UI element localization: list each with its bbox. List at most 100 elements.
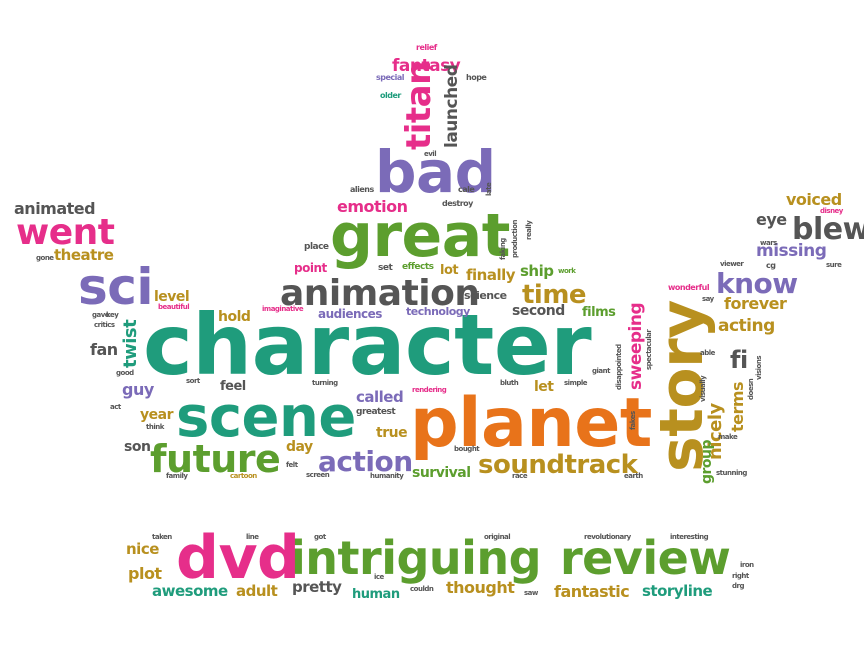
word-imaginative: imaginative [262,305,304,313]
word-cartoon: cartoon [230,472,257,480]
word-destroy: destroy [442,199,473,208]
word-group: group [699,439,715,484]
word-work: work [558,267,576,275]
word-human: human [352,587,400,602]
word-humanity: humanity [370,472,404,480]
word-viewer: viewer [720,260,744,268]
word-act: act [110,403,121,411]
word-effects: effects [402,262,434,272]
word-dvd: dvd [176,523,300,593]
word-turning: turning [312,379,338,387]
word-iron: iron [740,561,754,569]
word-make: make [718,433,738,441]
word-production: production [511,220,519,258]
word-awesome: awesome [152,582,228,600]
word-relief: relief [416,43,437,52]
word-forever: forever [724,294,787,313]
word-earth: earth [624,472,643,480]
word-terms: terms [728,381,747,432]
word-think: think [146,423,164,431]
word-fakes: fakes [629,411,637,430]
word-twist: twist [120,319,141,368]
word-theatre: theatre [54,246,114,264]
word-good: good [116,369,134,377]
word-special: special [376,73,405,82]
word-beautiful: beautiful [158,303,190,311]
word-sci: sci [78,258,154,316]
word-son: son [124,439,151,455]
word-cale: cale [458,185,475,194]
word-visions: visions [755,356,763,380]
word-drg: drg [732,582,744,590]
word-plot: plot [128,564,162,583]
word-really: really [525,220,533,240]
word-voiced: voiced [786,190,842,209]
word-know: know [716,267,798,300]
word-evil: evil [424,150,437,158]
word-ship: ship [520,262,554,280]
word-bought: bought [454,445,480,453]
word-rendering: rendering [412,386,447,394]
word-place: place [304,242,329,252]
word-fantasy: fantasy [392,56,461,76]
word-sure: sure [826,261,842,269]
word-character: character [143,296,592,394]
word-revolutionary: revolutionary [584,533,631,541]
word-animated: animated [14,199,96,218]
word-right: right [732,572,749,580]
word-future: future [150,437,281,481]
word-soundtrack: soundtrack [478,450,638,480]
word-hold: hold [218,309,251,325]
word-finally: finally [466,266,516,284]
word-visually: visually [699,375,707,402]
word-saw: saw [524,589,538,597]
word-feel: feel [220,379,246,394]
word-science: science [464,289,507,302]
word-emotion: emotion [337,197,408,216]
word-called: called [356,388,404,406]
word-adult: adult [236,582,278,600]
word-aliens: aliens [350,185,374,194]
word-older: older [380,91,401,100]
word-level: level [154,289,190,305]
word-technology: technology [406,305,470,318]
word-fan: fan [90,340,118,359]
word-screen: screen [306,471,330,479]
word-bad: bad [375,138,496,206]
word-acting: acting [718,316,775,336]
word-storyline: storyline [642,582,713,600]
word-year: year [140,407,173,423]
word-let: let [534,379,554,395]
word-gave: gave [92,311,110,319]
word-taken: taken [152,533,172,541]
word-race: race [512,472,528,480]
word-original: original [484,533,511,541]
word-cg: cg [766,261,776,270]
word-greatest: greatest [356,407,396,417]
word-disappointed: disappointed [615,344,623,390]
word-couldn: couldn [410,585,434,593]
word-gone: gone [36,254,54,262]
word-family: family [166,472,188,480]
word-felt: felt [286,461,298,469]
word-scene: scene [176,385,356,450]
word-intriguing: intriguing [290,531,542,585]
word-nice: nice [126,540,159,558]
word-planet: planet [410,384,652,463]
word-survival: survival [412,465,471,481]
word-disney: disney [820,207,843,215]
word-ice: ice [374,573,384,581]
word-blew: blew [792,212,864,247]
word-giant: giant [592,367,610,375]
word-great: great [330,201,510,271]
word-doesn: doesn [747,378,755,400]
word-action: action [318,445,413,478]
word-time: time [522,280,587,310]
word-bluth: bluth [500,379,519,387]
word-lot: lot [440,263,459,278]
word-got: got [314,533,326,541]
word-thought: thought [446,578,515,597]
word-guy: guy [122,380,154,399]
word-faking: faking [499,238,507,260]
